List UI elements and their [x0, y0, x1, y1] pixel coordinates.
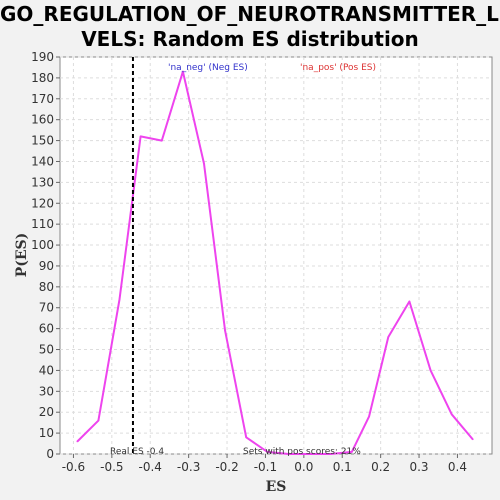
x-tick-label: 0.0 — [294, 460, 313, 474]
grid — [60, 56, 492, 455]
y-tick-label: 180 — [31, 71, 54, 85]
data-point — [76, 440, 79, 443]
data-point — [429, 369, 432, 372]
data-point — [118, 298, 121, 301]
data-point — [387, 336, 390, 338]
y-tick-label: 100 — [31, 238, 54, 252]
y-tick-label: 190 — [31, 50, 54, 64]
data-point — [308, 453, 311, 455]
chart-title-line-2: VELS: Random ES distribution — [81, 27, 419, 51]
y-tick-label: 170 — [31, 92, 54, 106]
data-point — [245, 436, 248, 439]
axes: 0 10 20 30 40 50 60 70 80 90 100 110 120 130 140 150 160… — [31, 50, 467, 474]
y-tick-label: 110 — [31, 217, 54, 231]
data-point — [139, 135, 142, 138]
data-point — [287, 453, 290, 455]
data-point — [182, 70, 184, 73]
y-tick-label: 60 — [39, 322, 54, 336]
y-tick-label: 30 — [39, 384, 54, 398]
x-tick-label: 0.4 — [448, 460, 467, 474]
data-point — [408, 300, 411, 303]
y-tick-label: 20 — [39, 405, 54, 419]
x-tick-label: 0.2 — [371, 460, 390, 474]
chart-title-line-1: GO_REGULATION_OF_NEUROTRANSMITTER_LE — [0, 2, 500, 26]
chart-title: GO_REGULATION_OF_NEUROTRANSMITTER_LE VEL… — [0, 2, 500, 52]
y-tick-label: 150 — [31, 134, 54, 148]
x-tick-label: -0.3 — [177, 460, 200, 474]
y-tick-label: 10 — [39, 426, 54, 440]
data-point — [450, 413, 453, 416]
pos-scores-label: Sets with pos scores: 21% — [243, 447, 361, 457]
x-tick-label: -0.5 — [100, 460, 123, 474]
y-tick-label: 70 — [39, 301, 54, 315]
es-density-line — [76, 70, 474, 455]
legend-pos: 'na_pos' (Pos ES) — [300, 63, 376, 73]
y-tick-label: 130 — [31, 175, 54, 189]
x-axis-title: ES — [266, 479, 287, 495]
y-tick-label: 50 — [39, 343, 54, 357]
y-tick-label: 120 — [31, 196, 54, 210]
y-tick-label: 40 — [39, 363, 54, 377]
data-point — [160, 139, 163, 142]
x-tick-label: -0.2 — [215, 460, 238, 474]
y-axis-title: P(ES) — [14, 233, 30, 278]
x-tick-label: -0.1 — [254, 460, 277, 474]
data-point — [97, 419, 100, 422]
x-tick-label: 0.1 — [333, 460, 352, 474]
legend-neg: 'na_neg' (Neg ES) — [168, 63, 248, 73]
x-tick-label: -0.6 — [62, 460, 85, 474]
y-tick-label: 90 — [39, 259, 54, 273]
y-tick-label: 140 — [31, 154, 54, 168]
data-point — [266, 451, 269, 453]
real-es-label: Real ES -0.4 — [110, 447, 164, 457]
y-tick-label: 80 — [39, 280, 54, 294]
data-point — [203, 162, 205, 165]
y-tick-label: 0 — [46, 447, 54, 461]
series-layer — [76, 70, 474, 455]
data-point — [329, 453, 332, 455]
data-point — [351, 451, 353, 453]
y-tick-label: 160 — [31, 113, 54, 127]
x-tick-label: -0.4 — [139, 460, 162, 474]
data-point — [368, 415, 370, 418]
x-tick-label: 0.3 — [409, 460, 428, 474]
data-point — [472, 438, 474, 441]
data-point — [224, 329, 226, 332]
